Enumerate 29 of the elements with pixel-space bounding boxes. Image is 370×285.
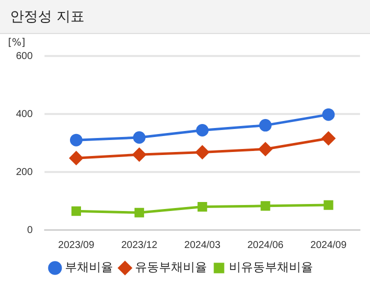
- x-tick-label: 2024/06: [247, 240, 284, 251]
- point: [134, 208, 144, 218]
- legend-label: 부채비율: [65, 260, 113, 274]
- y-tick-label: 400: [16, 108, 34, 120]
- legend-label: 비유동부채비율: [229, 260, 313, 274]
- x-tick-label: 2023/09: [58, 240, 95, 251]
- point: [132, 148, 146, 162]
- point: [69, 151, 83, 165]
- x-tick-label: 2024/03: [184, 240, 221, 251]
- point: [196, 146, 210, 160]
- point: [70, 134, 82, 146]
- y-axis-title: [%]: [8, 38, 26, 49]
- y-tick-label: 0: [27, 224, 34, 236]
- x-tick-label: 2023/12: [121, 240, 158, 251]
- point: [260, 201, 270, 211]
- point: [198, 202, 208, 212]
- point: [259, 119, 272, 132]
- x-tick-label: 2024/09: [310, 240, 347, 251]
- legend-label: 유동부채비율: [135, 260, 207, 274]
- point: [196, 124, 209, 136]
- point: [133, 131, 146, 144]
- point: [258, 142, 272, 156]
- y-tick-label: 600: [16, 50, 34, 62]
- point: [324, 200, 334, 210]
- point: [322, 108, 335, 121]
- y-tick-label: 200: [16, 166, 34, 178]
- point: [71, 206, 81, 216]
- point: [322, 132, 336, 146]
- chart-title: 안정성 지표: [0, 0, 370, 34]
